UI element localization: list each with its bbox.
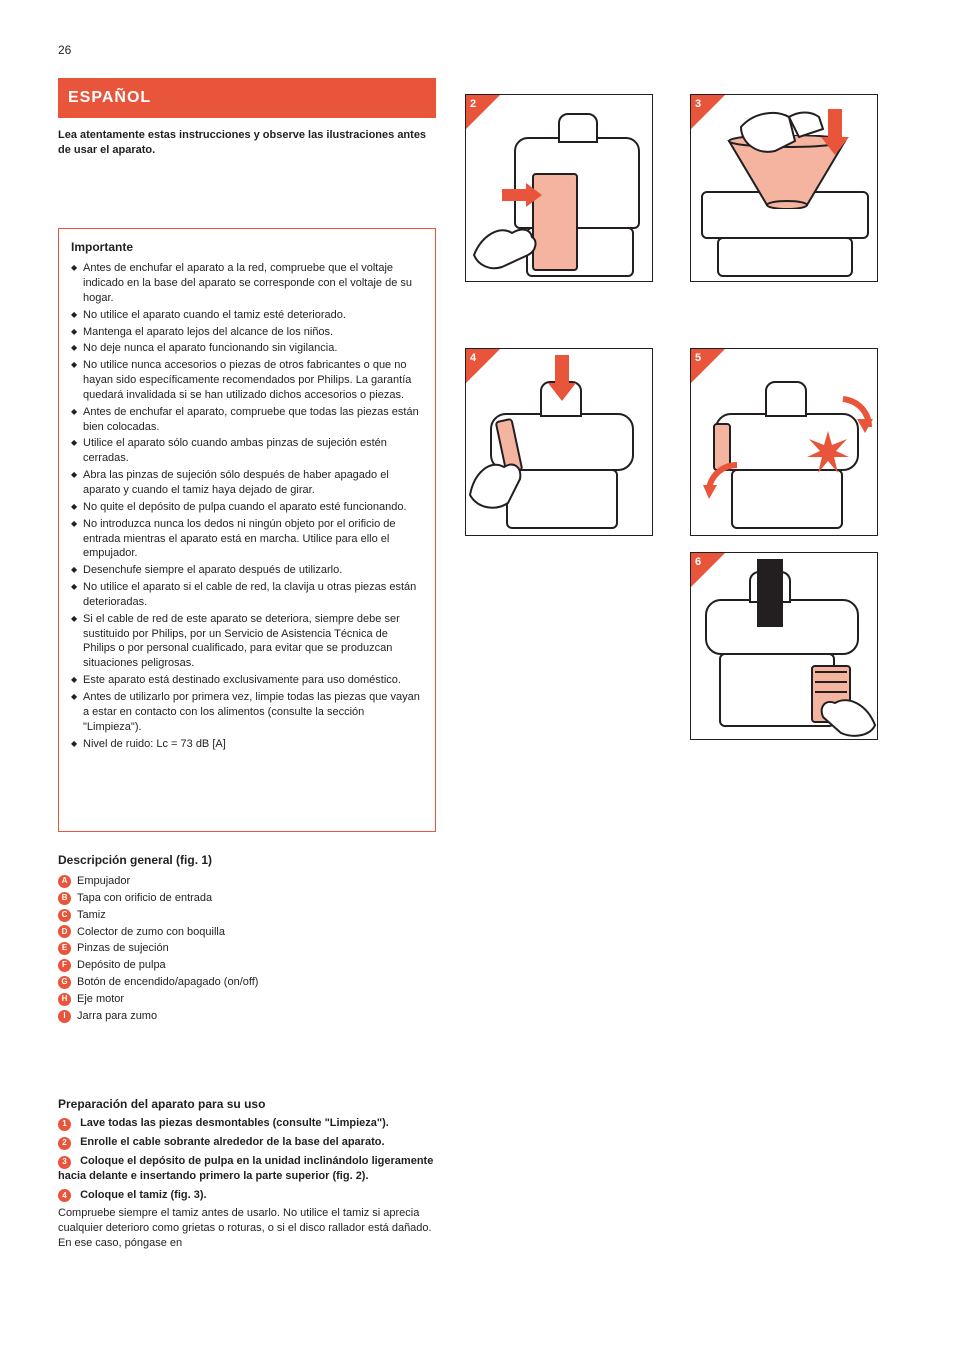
bullet-icon: H <box>58 993 71 1006</box>
desc-label: Jarra para zumo <box>77 1009 157 1024</box>
bullet-icon: I <box>58 1010 71 1023</box>
desc-item: B Tapa con orificio de entrada <box>58 891 436 906</box>
bullet-icon: D <box>58 925 71 938</box>
important-item: Antes de enchufar el aparato a la red, c… <box>71 261 423 306</box>
bullet-icon: C <box>58 909 71 922</box>
hand-icon <box>472 205 542 275</box>
figure-number: 6 <box>695 555 701 570</box>
desc-label: Colector de zumo con boquilla <box>77 925 225 940</box>
preparation-heading: Preparación del aparato para su uso <box>58 1096 265 1112</box>
prep-note: Compruebe siempre el tamiz antes de usar… <box>58 1206 436 1251</box>
intro-text: Lea atentamente estas instrucciones y ob… <box>58 128 436 158</box>
step-text: Coloque el tamiz (fig. 3). <box>80 1189 207 1201</box>
important-item: Este aparato está destinado exclusivamen… <box>71 673 423 688</box>
prep-step: 3 Coloque el depósito de pulpa en la uni… <box>58 1154 436 1184</box>
bullet-icon: A <box>58 875 71 888</box>
bullet-icon: B <box>58 892 71 905</box>
figure-number: 4 <box>470 351 476 366</box>
pusher-icon <box>757 559 783 627</box>
desc-label: Pinzas de sujeción <box>77 941 169 956</box>
desc-item: C Tamiz <box>58 908 436 923</box>
important-item: No utilice nunca accesorios o piezas de … <box>71 358 423 403</box>
desc-label: Tamiz <box>77 908 106 923</box>
step-text: Enrolle el cable sobrante alrededor de l… <box>80 1136 384 1148</box>
desc-item: A Empujador <box>58 874 436 889</box>
figure-number: 5 <box>695 351 701 366</box>
language-title-bar: ESPAÑOL <box>58 78 436 118</box>
figure-4: 4 <box>465 348 653 536</box>
important-item: No deje nunca el aparato funcionando sin… <box>71 341 423 356</box>
important-item: Abra las pinzas de sujeción sólo después… <box>71 468 423 498</box>
figure-6: 6 <box>690 552 878 740</box>
step-num-icon: 4 <box>58 1189 71 1202</box>
figure-number: 2 <box>470 97 476 112</box>
desc-label: Botón de encendido/apagado (on/off) <box>77 975 258 990</box>
page-number: 26 <box>58 42 71 58</box>
step-text: Lave todas las piezas desmontables (cons… <box>80 1117 389 1129</box>
important-item: Utilice el aparato sólo cuando ambas pin… <box>71 436 423 466</box>
prep-step: 1 Lave todas las piezas desmontables (co… <box>58 1116 436 1131</box>
desc-label: Eje motor <box>77 992 124 1007</box>
important-list: Antes de enchufar el aparato a la red, c… <box>71 261 423 751</box>
preparation-body: 1 Lave todas las piezas desmontables (co… <box>58 1116 436 1255</box>
desc-item: G Botón de encendido/apagado (on/off) <box>58 975 436 990</box>
bullet-icon: E <box>58 942 71 955</box>
curved-arrow-icon <box>703 459 743 499</box>
important-heading: Importante <box>71 239 423 255</box>
description-heading: Descripción general (fig. 1) <box>58 852 212 868</box>
prep-step: 2 Enrolle el cable sobrante alrededor de… <box>58 1135 436 1150</box>
desc-item: I Jarra para zumo <box>58 1009 436 1024</box>
step-num-icon: 1 <box>58 1118 71 1131</box>
click-starburst-icon <box>807 431 849 473</box>
bullet-icon: F <box>58 959 71 972</box>
figure-3: 3 <box>690 94 878 282</box>
desc-item: D Colector de zumo con boquilla <box>58 925 436 940</box>
step-num-icon: 3 <box>58 1156 71 1169</box>
step-text: Coloque el depósito de pulpa en la unida… <box>58 1155 433 1182</box>
desc-item: E Pinzas de sujeción <box>58 941 436 956</box>
important-box: Importante Antes de enchufar el aparato … <box>58 228 436 832</box>
important-item: Antes de enchufar el aparato, compruebe … <box>71 405 423 435</box>
important-item: No utilice el aparato si el cable de red… <box>71 580 423 610</box>
important-item: No introduzca nunca los dedos ni ningún … <box>71 517 423 562</box>
important-item: Antes de utilizarlo por primera vez, lim… <box>71 690 423 735</box>
desc-label: Tapa con orificio de entrada <box>77 891 212 906</box>
hand-icon <box>468 445 528 515</box>
prep-step: 4 Coloque el tamiz (fig. 3). <box>58 1188 436 1203</box>
important-item: Si el cable de red de este aparato se de… <box>71 612 423 671</box>
bullet-icon: G <box>58 976 71 989</box>
figure-number: 3 <box>695 97 701 112</box>
important-item: No utilice el aparato cuando el tamiz es… <box>71 308 423 323</box>
desc-label: Depósito de pulpa <box>77 958 166 973</box>
important-item: Nivel de ruido: Lc = 73 dB [A] <box>71 737 423 752</box>
important-item: Desenchufe siempre el aparato después de… <box>71 563 423 578</box>
curved-arrow-icon <box>839 395 875 435</box>
important-item: Mantenga el aparato lejos del alcance de… <box>71 325 423 340</box>
hand-icon <box>819 689 877 737</box>
step-num-icon: 2 <box>58 1137 71 1150</box>
important-item: No quite el depósito de pulpa cuando el … <box>71 500 423 515</box>
desc-item: H Eje motor <box>58 992 436 1007</box>
figure-2: 2 <box>465 94 653 282</box>
figure-5: 5 <box>690 348 878 536</box>
desc-item: F Depósito de pulpa <box>58 958 436 973</box>
description-list: A Empujador B Tapa con orificio de entrada… <box>58 874 436 1026</box>
desc-label: Empujador <box>77 874 130 889</box>
